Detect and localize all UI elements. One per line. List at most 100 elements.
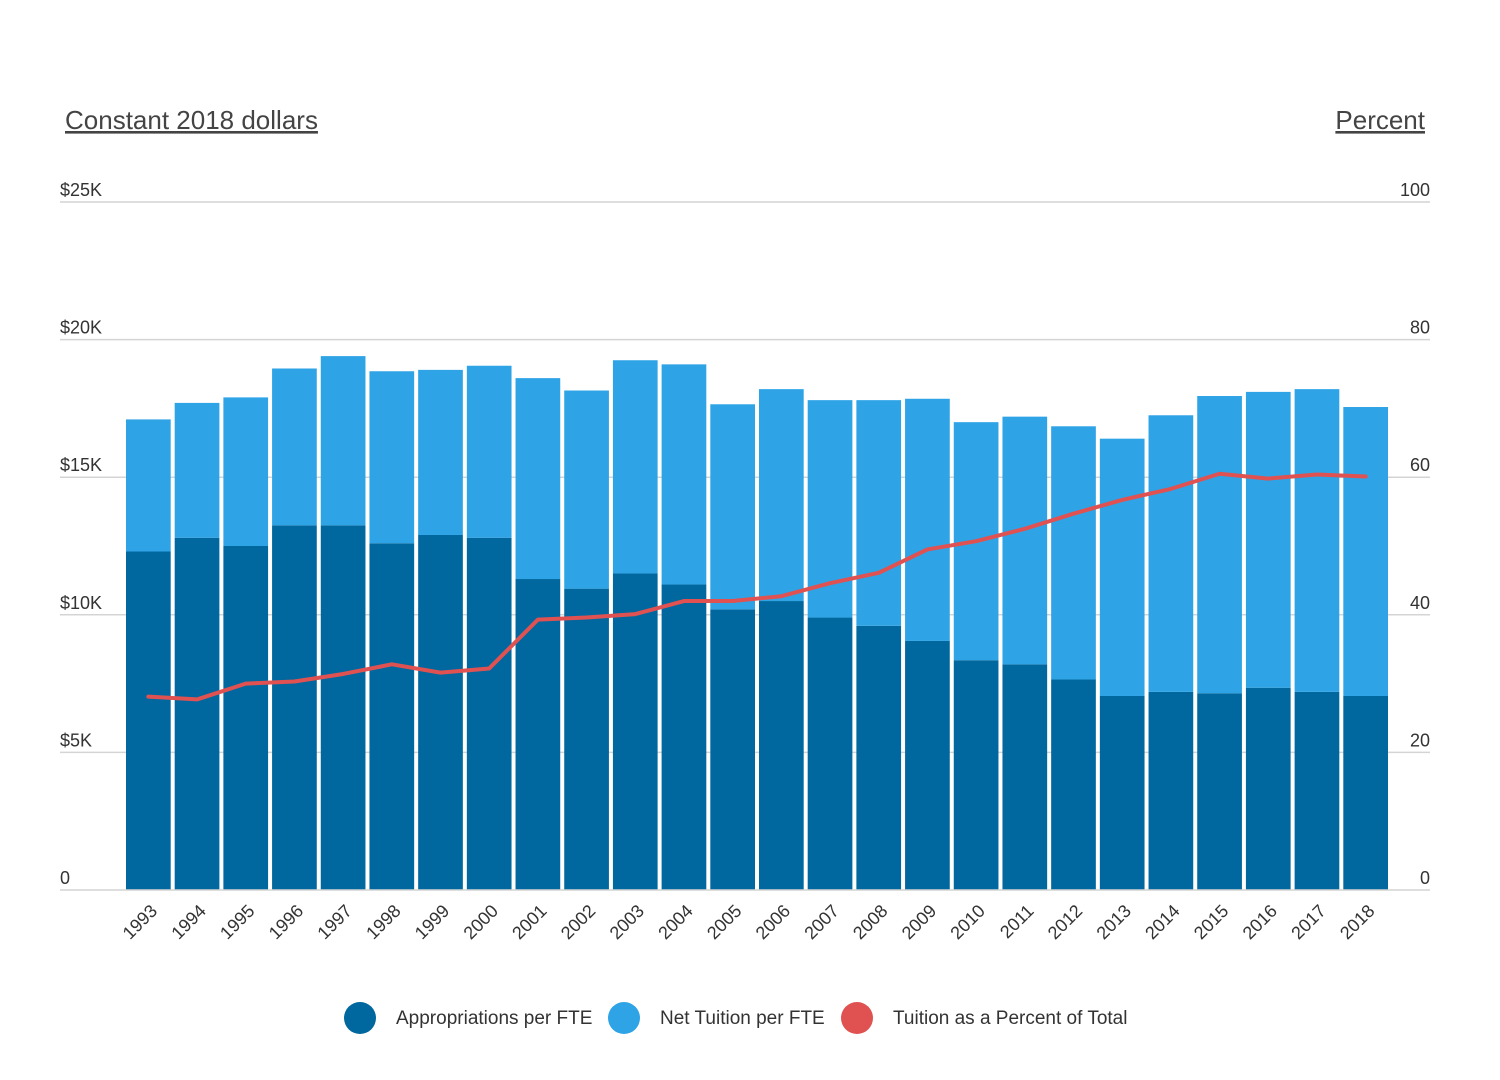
x-tick-label: 2015 xyxy=(1190,901,1232,943)
bar-appropriations xyxy=(612,573,658,890)
bar-appropriations xyxy=(1343,695,1388,890)
right-axis-title: Percent xyxy=(1335,105,1425,135)
right-tick-label: 80 xyxy=(1410,318,1430,338)
bar-appropriations xyxy=(1245,687,1291,890)
bar-net-tuition xyxy=(272,368,317,526)
bar-appropriations xyxy=(174,537,220,890)
right-tick-label: 60 xyxy=(1410,455,1430,475)
bar-appropriations xyxy=(515,579,561,890)
bar-appropriations xyxy=(1099,695,1145,890)
x-tick-label: 1993 xyxy=(119,901,161,943)
bar-appropriations xyxy=(320,525,366,890)
x-tick-label: 1994 xyxy=(167,901,209,943)
bar-net-tuition xyxy=(564,390,609,589)
bar-net-tuition xyxy=(1343,407,1388,696)
right-tick-label: 0 xyxy=(1420,868,1430,888)
bar-net-tuition xyxy=(1148,415,1194,692)
right-axis-ticks: 0 20 40 60 80 100 xyxy=(1400,180,1430,888)
bar-net-tuition xyxy=(612,360,658,574)
bar-appropriations xyxy=(126,551,171,890)
legend: Appropriations per FTE Net Tuition per FT… xyxy=(344,1002,1127,1034)
x-tick-label: 2017 xyxy=(1287,901,1329,943)
bar-appropriations xyxy=(1002,664,1048,890)
bar-net-tuition xyxy=(1294,389,1340,692)
x-tick-label: 1998 xyxy=(362,901,404,943)
legend-swatch xyxy=(841,1002,873,1034)
bar-net-tuition xyxy=(223,397,269,546)
x-tick-label: 2002 xyxy=(557,901,599,943)
x-tick-label: 1999 xyxy=(411,901,453,943)
x-tick-label: 2005 xyxy=(703,901,745,943)
x-tick-label: 2006 xyxy=(752,901,794,943)
left-tick-label: $10K xyxy=(60,593,102,613)
right-tick-label: 100 xyxy=(1400,180,1430,200)
bar-net-tuition xyxy=(320,356,366,526)
bar-net-tuition xyxy=(174,402,220,538)
x-axis-ticks: 1993 1994 1995 1996 1997 1998 1999 2000 2001 2002… xyxy=(119,901,1379,943)
bar-net-tuition xyxy=(1099,438,1145,696)
legend-label: Net Tuition per FTE xyxy=(660,1008,825,1029)
left-tick-label: 0 xyxy=(60,868,70,888)
x-tick-label: 2007 xyxy=(800,901,842,943)
bar-appropriations xyxy=(905,640,950,890)
left-tick-label: $25K xyxy=(60,180,102,200)
bar-net-tuition xyxy=(856,400,902,626)
percent-line xyxy=(146,471,1368,702)
bar-appropriations xyxy=(1148,691,1194,890)
bar-net-tuition xyxy=(466,365,512,538)
x-tick-label: 1997 xyxy=(313,901,355,943)
legend-swatch xyxy=(608,1002,640,1034)
x-tick-label: 2018 xyxy=(1336,901,1378,943)
x-tick-label: 2014 xyxy=(1141,901,1183,943)
x-tick-label: 2001 xyxy=(508,901,550,943)
left-tick-label: $20K xyxy=(60,318,102,338)
bar-appropriations xyxy=(710,609,755,890)
bar-appropriations xyxy=(953,660,999,890)
x-tick-label: 2003 xyxy=(606,901,648,943)
bar-appropriations xyxy=(661,584,707,890)
bars xyxy=(126,356,1388,890)
bar-net-tuition xyxy=(905,398,950,641)
bar-net-tuition xyxy=(710,404,755,610)
x-tick-label: 1996 xyxy=(265,901,307,943)
x-tick-label: 2012 xyxy=(1044,901,1086,943)
bar-net-tuition xyxy=(1051,426,1096,680)
bar-appropriations xyxy=(856,625,902,890)
x-tick-label: 2009 xyxy=(898,901,940,943)
left-axis-ticks: 0 $5K $10K $15K $20K $25K xyxy=(60,180,102,888)
bar-net-tuition xyxy=(369,371,415,544)
bar-appropriations xyxy=(418,534,463,890)
x-tick-label: 2013 xyxy=(1093,901,1135,943)
x-tick-label: 1995 xyxy=(216,901,258,943)
bar-appropriations xyxy=(1051,679,1096,890)
legend-swatch xyxy=(344,1002,376,1034)
bar-appropriations xyxy=(807,617,853,890)
x-tick-label: 2011 xyxy=(996,901,1038,943)
bar-net-tuition xyxy=(1002,416,1048,665)
percent-line-layer xyxy=(146,471,1368,702)
bar-appropriations xyxy=(369,543,415,890)
bar-net-tuition xyxy=(661,364,707,585)
x-tick-label: 2000 xyxy=(460,901,502,943)
bar-appropriations xyxy=(1197,693,1242,890)
bar-net-tuition xyxy=(418,369,463,535)
left-tick-label: $5K xyxy=(60,730,92,750)
bar-net-tuition xyxy=(759,389,804,602)
bar-appropriations xyxy=(272,525,317,890)
bar-appropriations xyxy=(1294,691,1340,890)
bar-net-tuition xyxy=(126,419,171,552)
left-axis-title: Constant 2018 dollars xyxy=(65,105,318,135)
x-tick-label: 2010 xyxy=(946,901,988,943)
right-tick-label: 20 xyxy=(1410,730,1430,750)
bar-appropriations xyxy=(466,537,512,890)
legend-label: Tuition as a Percent of Total xyxy=(893,1008,1127,1029)
right-tick-label: 40 xyxy=(1410,593,1430,613)
bar-appropriations xyxy=(759,601,804,890)
bar-net-tuition xyxy=(1197,396,1242,694)
legend-label: Appropriations per FTE xyxy=(396,1008,592,1029)
x-tick-label: 2004 xyxy=(654,901,696,943)
x-tick-label: 2008 xyxy=(849,901,891,943)
bar-net-tuition xyxy=(1245,391,1291,688)
bar-appropriations xyxy=(223,546,269,890)
